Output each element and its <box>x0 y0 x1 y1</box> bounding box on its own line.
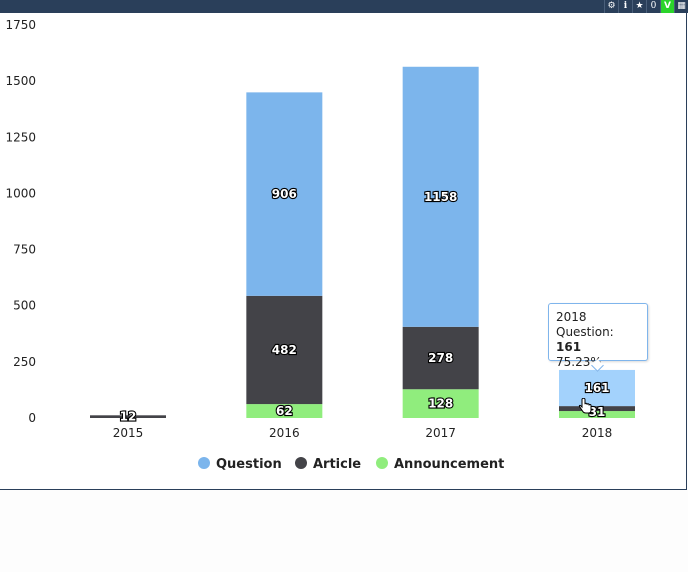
bar-article-2017[interactable] <box>402 326 479 390</box>
bar-series <box>90 66 635 418</box>
bar-announcement-2018[interactable] <box>559 411 635 418</box>
tooltip-series-label: Question: <box>556 325 614 339</box>
counter-badge: 0 <box>646 0 660 13</box>
legend-marker-question[interactable] <box>198 457 210 469</box>
chart-tooltip: 2018 Question: 161 75.23% <box>548 303 648 372</box>
grid-icon[interactable]: ▦ <box>674 0 688 13</box>
top-toolbar: ⚙ i ★ 0 V ▦ <box>0 0 688 13</box>
bar-announcement-2017[interactable] <box>402 389 479 418</box>
bar-question-2017[interactable] <box>402 66 479 327</box>
y-tick-label: 1000 <box>5 186 36 200</box>
y-tick-label: 1750 <box>5 18 36 32</box>
y-tick-label: 0 <box>28 411 36 425</box>
bar-article-2018[interactable] <box>559 406 635 412</box>
y-tick-label: 750 <box>13 243 36 257</box>
data-labels: 12 62 482 906 128 278 1158 31 161 <box>119 186 611 425</box>
y-tick-label: 1500 <box>5 74 36 88</box>
y-tick-label: 1250 <box>5 130 36 144</box>
chart-legend: Question Article Announcement <box>198 457 504 472</box>
toolbar-icons: ⚙ i ★ 0 V ▦ <box>604 0 688 13</box>
data-label: 161 <box>584 381 609 395</box>
tooltip-percent: 75.23% <box>556 355 602 369</box>
data-label: 482 <box>272 343 297 357</box>
legend-item-announcement[interactable]: Announcement <box>394 457 504 472</box>
hand-cursor-icon <box>578 398 592 414</box>
x-tick-label: 2015 <box>113 426 144 440</box>
bar-question-2018[interactable] <box>559 369 635 407</box>
data-label: 128 <box>428 397 453 411</box>
x-tick-label: 2016 <box>269 426 300 440</box>
bar-article-2015[interactable] <box>90 415 166 418</box>
data-label: 906 <box>272 187 297 201</box>
legend-item-article[interactable]: Article <box>313 457 361 472</box>
bar-announcement-2016[interactable] <box>246 404 323 418</box>
data-label: 12 <box>120 410 137 424</box>
x-axis: 2015 2016 2017 2018 <box>113 426 613 440</box>
bar-article-2016[interactable] <box>246 295 323 405</box>
legend-marker-announcement[interactable] <box>376 457 388 469</box>
y-tick-label: 250 <box>13 355 36 369</box>
x-tick-label: 2018 <box>582 426 613 440</box>
tooltip-value: 161 <box>556 340 582 354</box>
info-icon[interactable]: i <box>618 0 632 13</box>
y-tick-label: 500 <box>13 299 36 313</box>
data-label: 278 <box>428 351 453 365</box>
tooltip-category: 2018 <box>556 310 587 324</box>
y-axis: 0 250 500 750 1000 1250 1500 1750 <box>5 18 36 425</box>
data-label: 62 <box>276 404 293 418</box>
legend-marker-article[interactable] <box>295 457 307 469</box>
data-label: 1158 <box>424 190 457 204</box>
gear-icon[interactable]: ⚙ <box>604 0 618 13</box>
tooltip-series-line: Question: 161 <box>556 325 640 355</box>
star-icon[interactable]: ★ <box>632 0 646 13</box>
check-toggle-button[interactable]: V <box>660 0 674 13</box>
legend-item-question[interactable]: Question <box>216 457 282 472</box>
x-tick-label: 2017 <box>425 426 456 440</box>
data-label: 31 <box>589 405 606 419</box>
bar-question-2016[interactable] <box>246 92 323 296</box>
